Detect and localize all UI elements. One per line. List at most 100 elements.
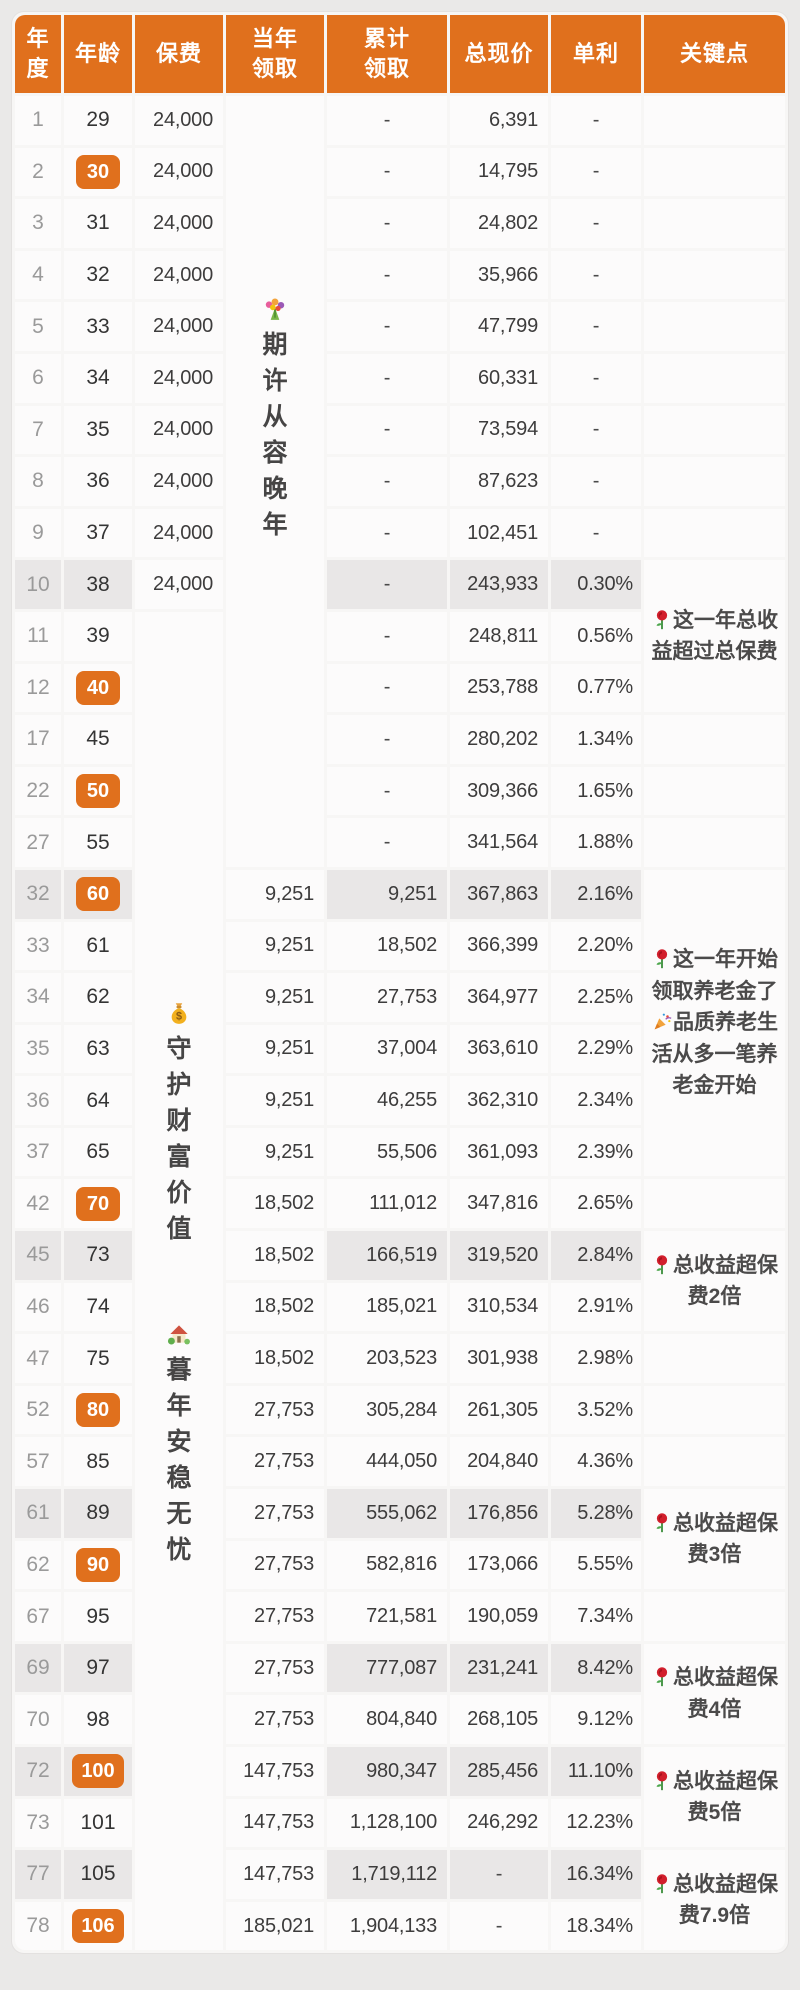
column-header-year: 年 度	[15, 15, 61, 93]
slogan-char: 财	[166, 1107, 192, 1136]
table-cell-premium: 24,000	[135, 250, 223, 300]
table-cell-age: 55	[64, 818, 132, 867]
table-cell-year: 67	[15, 1592, 61, 1641]
age-highlight-badge: 100	[72, 1754, 124, 1789]
key-point-note: 总收益超保费2倍	[644, 1231, 785, 1332]
table-cell-total-value: 362,310	[450, 1076, 548, 1125]
table-cell-current-receive: 27,753	[226, 1643, 324, 1693]
party-icon	[654, 1014, 672, 1030]
table-cell-current-receive: 18,502	[226, 1334, 324, 1383]
table-cell-age: 63	[64, 1024, 132, 1074]
table-cell-simple-interest: 2.91%	[551, 1282, 641, 1332]
key-point-empty-cell	[644, 508, 785, 558]
table-cell-cumulative-receive: -	[327, 457, 447, 506]
slogan-char: 容	[262, 439, 288, 468]
slogan-char: 守	[166, 1035, 192, 1064]
key-point-empty-cell	[644, 457, 785, 506]
table-cell-age: 36	[64, 457, 132, 506]
table-cell-current-receive: 147,753	[226, 1850, 324, 1899]
table-cell-age: 98	[64, 1695, 132, 1744]
slogan-secure-late-life: 暮年安稳无忧	[166, 1321, 192, 1563]
table-cell-year: 77	[15, 1850, 61, 1899]
key-point-note: 总收益超保费4倍	[644, 1643, 785, 1744]
table-cell-total-value: 176,856	[450, 1489, 548, 1538]
key-point-empty-cell	[644, 405, 785, 455]
key-point-text: 这一年总收益超过总保费	[651, 608, 779, 664]
table-cell-cumulative-receive: 1,719,112	[327, 1850, 447, 1899]
table-cell-year: 70	[15, 1695, 61, 1744]
table-cell-total-value: 246,292	[450, 1798, 548, 1848]
table-cell-age: 64	[64, 1076, 132, 1125]
table-cell-age: 105	[64, 1850, 132, 1899]
table-cell-year: 22	[15, 766, 61, 816]
table-cell-year: 52	[15, 1385, 61, 1435]
column-header-total: 总现价	[450, 15, 548, 93]
key-point-text: 总收益超保费2倍	[650, 1250, 779, 1313]
table-cell-current-receive: 185,021	[226, 1901, 324, 1951]
table-cell-simple-interest: -	[551, 457, 641, 506]
slogan-expect-calm-late-years: 期许从容晚年	[262, 296, 288, 538]
column-header-premium: 保费	[135, 15, 223, 93]
table-cell-cumulative-receive: -	[327, 766, 447, 816]
table-cell-cumulative-receive: 582,816	[327, 1540, 447, 1590]
table-cell-current-receive: 27,753	[226, 1695, 324, 1744]
table-cell-total-value: 261,305	[450, 1385, 548, 1435]
table-cell-cumulative-receive: 1,904,133	[327, 1901, 447, 1951]
table-cell-total-value: 253,788	[450, 663, 548, 713]
merged-cell-current-receive: 期许从容晚年	[226, 96, 324, 867]
table-cell-age: 101	[64, 1798, 132, 1848]
table-cell-year: 6	[15, 353, 61, 403]
table-cell-year: 4	[15, 250, 61, 300]
table-cell-year: 46	[15, 1282, 61, 1332]
table-cell-cumulative-receive: -	[327, 302, 447, 351]
key-point-note: 总收益超保费3倍	[644, 1489, 785, 1590]
table-cell-cumulative-receive: 185,021	[327, 1282, 447, 1332]
rose-icon	[656, 949, 668, 969]
table-cell-age: 45	[64, 715, 132, 764]
house-icon	[167, 1325, 190, 1345]
table-cell-current-receive: 147,753	[226, 1747, 324, 1796]
table-cell-cumulative-receive: -	[327, 147, 447, 197]
table-cell-total-value: 347,816	[450, 1179, 548, 1229]
merged-cell-premium: $ 守护财富价值暮年安稳无忧	[135, 611, 223, 1951]
rose-icon	[656, 1512, 668, 1532]
table-cell-cumulative-receive: -	[327, 508, 447, 558]
benefit-table-card: 年 度年龄 保费 当年 领取 累计 领取 总现价 单利 关键点 1 29 24,000-6,391…	[12, 12, 788, 1954]
table-cell-age: 85	[64, 1437, 132, 1487]
table-cell-total-value: 319,520	[450, 1231, 548, 1280]
table-cell-year: 69	[15, 1643, 61, 1693]
table-cell-age: 50	[64, 766, 132, 816]
key-point-text: 总收益超保费5倍	[650, 1766, 779, 1829]
table-cell-premium: 24,000	[135, 199, 223, 248]
table-cell-age: 80	[64, 1385, 132, 1435]
age-highlight-badge: 30	[76, 154, 120, 189]
table-cell-premium: 24,000	[135, 96, 223, 145]
table-cell-total-value: -	[450, 1850, 548, 1899]
table-cell-premium: 24,000	[135, 302, 223, 351]
table-cell-total-value: 87,623	[450, 457, 548, 506]
key-point-note: 这一年总收益超过总保费	[644, 560, 785, 713]
slogan-char: 安	[166, 1428, 192, 1457]
table-cell-cumulative-receive: 777,087	[327, 1643, 447, 1693]
key-point-empty-cell	[644, 250, 785, 300]
table-cell-simple-interest: 0.30%	[551, 560, 641, 609]
table-cell-year: 35	[15, 1024, 61, 1074]
table-cell-year: 10	[15, 560, 61, 609]
table-cell-year: 1	[15, 96, 61, 145]
table-cell-current-receive: 18,502	[226, 1179, 324, 1229]
table-cell-premium: 24,000	[135, 508, 223, 558]
table-cell-year: 9	[15, 508, 61, 558]
table-cell-simple-interest: 5.55%	[551, 1540, 641, 1590]
rose-icon	[656, 1667, 668, 1687]
table-cell-cumulative-receive: -	[327, 405, 447, 455]
table-cell-year: 5	[15, 302, 61, 351]
table-cell-total-value: 190,059	[450, 1592, 548, 1641]
table-cell-premium: 24,000	[135, 353, 223, 403]
table-cell-year: 47	[15, 1334, 61, 1383]
table-cell-current-receive: 27,753	[226, 1592, 324, 1641]
table-cell-current-receive: 27,753	[226, 1540, 324, 1590]
table-cell-year: 2	[15, 147, 61, 197]
table-cell-simple-interest: -	[551, 147, 641, 197]
slogan-char: 晚	[262, 475, 288, 504]
table-cell-simple-interest: -	[551, 96, 641, 145]
